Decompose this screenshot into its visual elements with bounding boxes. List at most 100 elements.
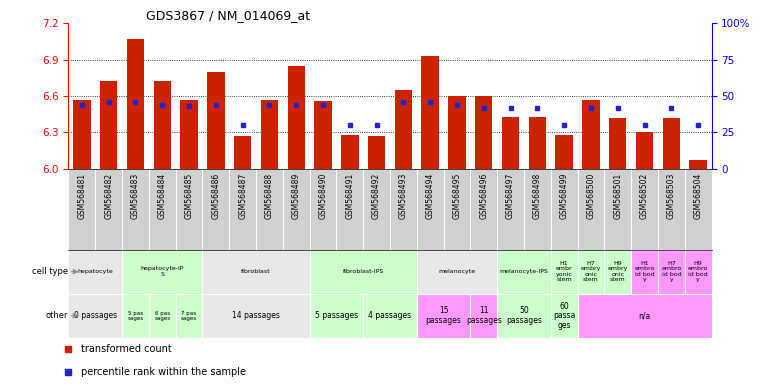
Bar — [149, 294, 176, 338]
Text: GSM568487: GSM568487 — [238, 173, 247, 219]
Bar — [497, 294, 551, 338]
Bar — [154, 81, 171, 169]
Bar — [417, 294, 470, 338]
Bar — [68, 250, 122, 294]
Text: GSM568493: GSM568493 — [399, 173, 408, 219]
Bar — [556, 135, 573, 169]
Text: H1
embr
yonic
stem: H1 embr yonic stem — [556, 261, 572, 282]
Bar — [234, 136, 251, 169]
Text: GSM568497: GSM568497 — [506, 173, 515, 219]
Text: H7
embry
onic
stem: H7 embry onic stem — [581, 261, 601, 282]
Text: H7
embro
id bod
y: H7 embro id bod y — [661, 261, 682, 282]
Text: GSM568486: GSM568486 — [212, 173, 221, 219]
Text: percentile rank within the sample: percentile rank within the sample — [81, 367, 247, 377]
Bar — [310, 294, 363, 338]
Text: n/a: n/a — [638, 311, 651, 320]
Text: hepatocyte-iP
S: hepatocyte-iP S — [141, 266, 184, 277]
Text: H9
embry
onic
stem: H9 embry onic stem — [607, 261, 628, 282]
Bar — [578, 294, 712, 338]
Text: GSM568499: GSM568499 — [559, 173, 568, 219]
Bar — [470, 294, 497, 338]
Bar — [475, 96, 492, 169]
Text: 7 pas
sages: 7 pas sages — [181, 311, 197, 321]
Bar — [341, 135, 358, 169]
Text: transformed count: transformed count — [81, 344, 172, 354]
Text: 0 passages: 0 passages — [74, 311, 117, 320]
Text: 15
passages: 15 passages — [425, 306, 461, 325]
Text: GSM568496: GSM568496 — [479, 173, 489, 219]
Bar — [363, 294, 417, 338]
Bar — [501, 117, 519, 169]
Bar — [122, 294, 149, 338]
Text: hepatocyte: hepatocyte — [78, 269, 113, 274]
Bar — [73, 100, 91, 169]
Text: GSM568500: GSM568500 — [587, 173, 595, 219]
Text: cell type: cell type — [32, 267, 68, 276]
Bar — [100, 81, 117, 169]
Text: GSM568483: GSM568483 — [131, 173, 140, 219]
Text: melanocyte: melanocyte — [438, 269, 476, 274]
Bar — [497, 250, 551, 294]
Text: 4 passages: 4 passages — [368, 311, 412, 320]
Bar — [609, 118, 626, 169]
Text: GSM568489: GSM568489 — [291, 173, 301, 219]
Bar — [658, 250, 685, 294]
Bar — [551, 294, 578, 338]
Bar — [689, 161, 707, 169]
Bar — [663, 118, 680, 169]
Text: GSM568491: GSM568491 — [345, 173, 355, 219]
Bar — [448, 96, 466, 169]
Bar — [288, 66, 305, 169]
Bar — [685, 250, 712, 294]
Text: GSM568498: GSM568498 — [533, 173, 542, 219]
Bar — [127, 39, 144, 169]
Bar — [529, 117, 546, 169]
Text: GSM568482: GSM568482 — [104, 173, 113, 219]
Text: 14 passages: 14 passages — [232, 311, 280, 320]
Bar — [368, 136, 385, 169]
Text: GSM568492: GSM568492 — [372, 173, 381, 219]
Bar — [422, 56, 439, 169]
Text: 11
passages: 11 passages — [466, 306, 501, 325]
Bar — [636, 132, 653, 169]
Text: 5 pas
sages: 5 pas sages — [127, 311, 144, 321]
Text: GSM568501: GSM568501 — [613, 173, 622, 219]
Text: GSM568488: GSM568488 — [265, 173, 274, 219]
Bar — [578, 250, 604, 294]
Bar — [261, 100, 279, 169]
Text: GSM568490: GSM568490 — [319, 173, 327, 219]
Bar — [202, 294, 310, 338]
Text: GSM568494: GSM568494 — [425, 173, 435, 219]
Bar — [207, 72, 224, 169]
Text: GSM568481: GSM568481 — [78, 173, 87, 219]
Bar — [631, 250, 658, 294]
Bar — [310, 250, 417, 294]
Text: H1
embro
id bod
y: H1 embro id bod y — [635, 261, 654, 282]
Bar — [68, 294, 122, 338]
Bar — [122, 250, 202, 294]
Text: other: other — [46, 311, 68, 320]
Text: 60
passa
ges: 60 passa ges — [553, 302, 575, 330]
Bar — [202, 250, 310, 294]
Text: fibroblast-IPS: fibroblast-IPS — [342, 269, 384, 274]
Bar — [582, 100, 600, 169]
Bar — [417, 250, 497, 294]
Text: 5 passages: 5 passages — [315, 311, 358, 320]
Text: H9
embro
id bod
y: H9 embro id bod y — [688, 261, 708, 282]
Text: GSM568485: GSM568485 — [185, 173, 193, 219]
Text: GSM568503: GSM568503 — [667, 173, 676, 219]
Text: GSM568504: GSM568504 — [693, 173, 702, 219]
Text: GSM568502: GSM568502 — [640, 173, 649, 219]
Text: GDS3867 / NM_014069_at: GDS3867 / NM_014069_at — [145, 9, 310, 22]
Text: GSM568495: GSM568495 — [453, 173, 461, 219]
Bar — [551, 250, 578, 294]
Bar — [176, 294, 202, 338]
Text: melanocyte-IPS: melanocyte-IPS — [500, 269, 549, 274]
Text: GSM568484: GSM568484 — [158, 173, 167, 219]
Bar — [395, 90, 412, 169]
Bar — [604, 250, 631, 294]
Bar — [180, 100, 198, 169]
Text: 50
passages: 50 passages — [506, 306, 542, 325]
Text: 6 pas
sages: 6 pas sages — [154, 311, 170, 321]
Text: fibroblast: fibroblast — [241, 269, 271, 274]
